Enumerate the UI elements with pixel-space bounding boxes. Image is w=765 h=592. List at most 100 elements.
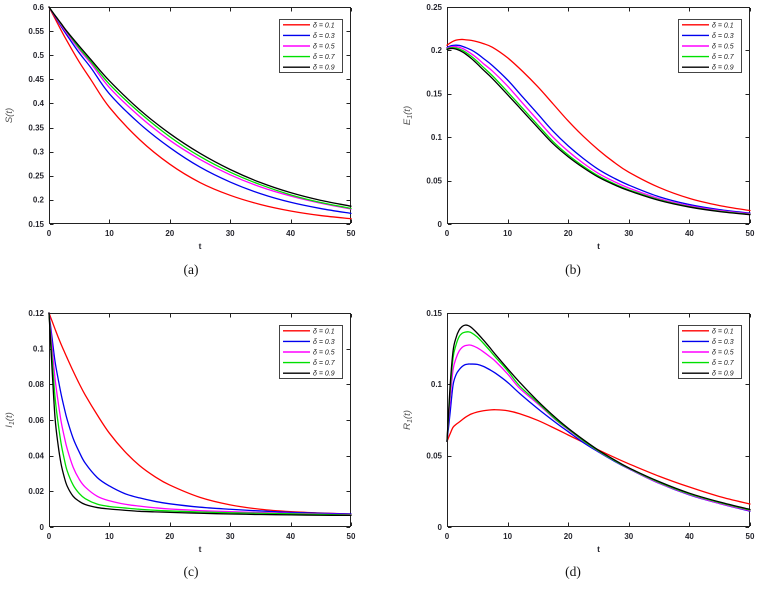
legend: δ = 0.1 δ = 0.3 δ = 0.5 δ = 0.7 δ = 0.9: [279, 325, 343, 379]
legend-label: δ = 0.3: [313, 339, 335, 346]
x-tick-label: 10: [503, 229, 512, 238]
curve-δ=0.1: [446, 409, 751, 505]
legend-label: δ = 0.9: [313, 371, 335, 378]
y-tick-label: 0.35: [28, 123, 44, 132]
x-tick-label: 10: [105, 229, 114, 238]
plot-box: [447, 7, 750, 224]
y-tick-label: 0.02: [28, 487, 44, 496]
y-tick-label: 0.15: [28, 220, 44, 229]
legend: δ = 0.1 δ = 0.3 δ = 0.5 δ = 0.7 δ = 0.9: [279, 19, 343, 73]
plot-box: [49, 7, 351, 224]
x-tick-label: 50: [746, 532, 755, 541]
legend-label: δ = 0.1: [712, 328, 734, 335]
y-tick-label: 0.55: [28, 27, 44, 36]
y-tick-label: 0.2: [431, 46, 443, 55]
y-axis-label: I1(t): [4, 412, 16, 428]
legend-label: δ = 0.9: [712, 371, 734, 378]
legend-label: δ = 0.9: [712, 65, 734, 72]
curve-δ=0.9: [48, 312, 352, 517]
legend-label: δ = 0.7: [313, 360, 336, 367]
plot-box: [49, 313, 351, 527]
y-tick-label: 0.25: [426, 3, 442, 12]
x-tick-label: 20: [564, 532, 573, 541]
subplot-c: 0 10 20 30 40 50 0 0.02 0.04 0.06 0.08 0.1 0.12 t I1(t…: [4, 309, 356, 554]
legend-label: δ = 0.5: [712, 44, 734, 51]
legend-label: δ = 0.5: [313, 350, 335, 357]
subplot-a: 0 10 20 30 40 50 0.15 0.2 0.25 0.3 0.35 0.4 0.45 0.5 0…: [4, 3, 356, 251]
curve-δ=0.1: [446, 38, 751, 212]
y-tick-label: 0.3: [33, 147, 45, 156]
legend-label: δ = 0.3: [313, 33, 335, 40]
curve-δ=0.9: [446, 324, 751, 511]
legend: δ = 0.1 δ = 0.3 δ = 0.5 δ = 0.7 δ = 0.9: [678, 19, 742, 73]
x-tick-label: 40: [685, 229, 694, 238]
curve-δ=0.9: [446, 47, 751, 216]
x-tick-label: 50: [347, 229, 356, 238]
legend-label: δ = 0.3: [712, 33, 734, 40]
legend-label: δ = 0.9: [313, 65, 335, 72]
curve-δ=0.7: [48, 312, 352, 516]
y-tick-label: 0.1: [431, 380, 443, 389]
y-tick-label: 0.05: [426, 451, 442, 460]
x-tick-label: 30: [624, 229, 633, 238]
legend-label: δ = 0.3: [712, 339, 734, 346]
y-tick-label: 0.08: [28, 380, 44, 389]
y-tick-label: 0.45: [28, 75, 44, 84]
curve-δ=0.5: [48, 312, 352, 516]
legend-label: δ = 0.7: [712, 54, 735, 61]
subplot-b: 0 10 20 30 40 50 0 0.05 0.1 0.15 0.2 0.25 t E1(t) δ = …: [402, 3, 755, 251]
legend-label: δ = 0.1: [313, 328, 335, 335]
y-tick-label: 0.05: [426, 176, 442, 185]
legend-label: δ = 0.7: [313, 54, 336, 61]
x-tick-label: 10: [105, 532, 114, 541]
y-tick-label: 0: [40, 523, 45, 532]
x-axis-label: t: [199, 241, 202, 251]
y-tick-label: 0.2: [33, 196, 45, 205]
legend-label: δ = 0.7: [712, 360, 735, 367]
x-tick-label: 30: [226, 532, 235, 541]
legend-label: δ = 0.1: [313, 22, 335, 29]
subplot-caption-c: (c): [183, 564, 199, 579]
y-tick-label: 0.15: [426, 90, 442, 99]
legend-label: δ = 0.5: [712, 350, 734, 357]
x-tick-label: 40: [286, 229, 295, 238]
x-tick-label: 20: [165, 532, 174, 541]
curve-δ=0.3: [446, 44, 751, 214]
x-tick-label: 30: [226, 229, 235, 238]
y-tick-label: 0.4: [33, 99, 45, 108]
y-tick-label: 0.5: [33, 51, 45, 60]
curve-δ=0.5: [48, 6, 352, 210]
legend-label: δ = 0.5: [313, 44, 335, 51]
y-axis-label: S(t): [4, 108, 15, 123]
x-axis-label: t: [597, 241, 600, 251]
subplot-caption-b: (b): [565, 262, 581, 277]
x-tick-label: 50: [347, 532, 356, 541]
x-tick-label: 40: [685, 532, 694, 541]
curve-δ=0.1: [48, 312, 352, 515]
y-tick-label: 0.15: [426, 309, 442, 318]
y-axis-label: E1(t): [402, 106, 414, 125]
x-tick-label: 10: [503, 532, 512, 541]
curve-δ=0.3: [48, 312, 352, 515]
y-tick-label: 0.25: [28, 172, 44, 181]
y-tick-label: 0.1: [431, 133, 443, 142]
x-tick-label: 0: [445, 532, 450, 541]
y-tick-label: 0.06: [28, 416, 44, 425]
y-tick-label: 0: [438, 220, 443, 229]
x-axis-label: t: [597, 544, 600, 554]
y-tick-label: 0.12: [28, 309, 44, 318]
legend: δ = 0.1 δ = 0.3 δ = 0.5 δ = 0.7 δ = 0.9: [678, 325, 742, 379]
x-tick-label: 0: [445, 229, 450, 238]
y-tick-label: 0.1: [33, 344, 45, 353]
x-tick-label: 0: [47, 229, 52, 238]
x-tick-label: 40: [286, 532, 295, 541]
y-tick-label: 0: [438, 523, 443, 532]
y-axis-label: R1(t): [402, 410, 414, 430]
legend-label: δ = 0.1: [712, 22, 734, 29]
subplot-caption-a: (a): [183, 262, 199, 277]
curve-δ=0.1: [48, 6, 352, 220]
x-tick-label: 20: [165, 229, 174, 238]
